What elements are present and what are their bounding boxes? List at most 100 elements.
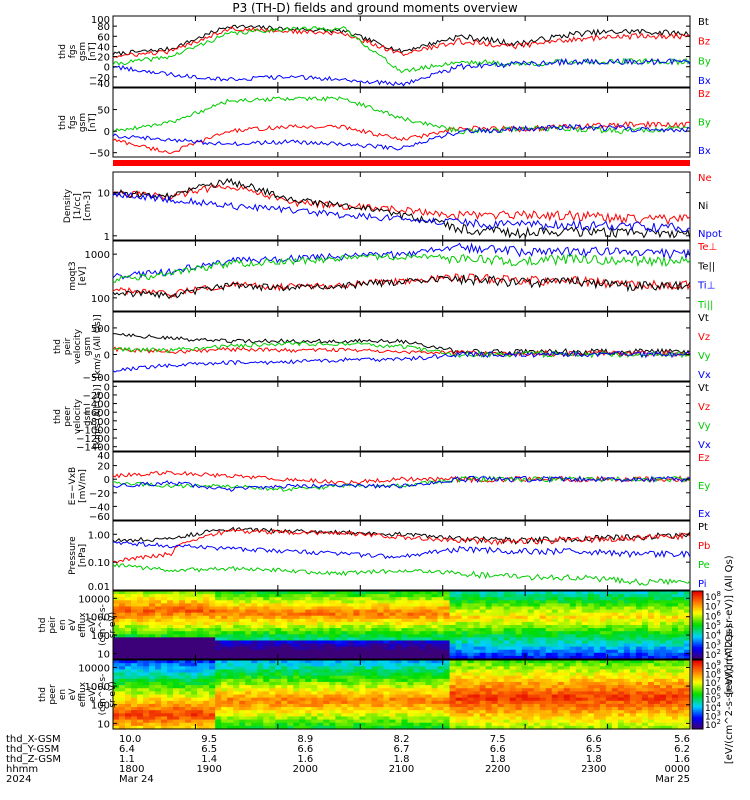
heatmap-cell <box>611 618 619 623</box>
heatmap-cell <box>365 612 373 617</box>
heatmap-cell <box>461 594 469 598</box>
heatmap-cell <box>461 631 469 635</box>
heatmap-cell <box>593 691 601 696</box>
heatmap-cell <box>311 722 318 727</box>
heatmap-cell <box>677 688 685 692</box>
heatmap-cell <box>629 707 637 711</box>
heatmap-cell <box>317 637 324 642</box>
heatmap-cell <box>455 697 463 702</box>
heatmap-cell <box>593 621 601 626</box>
heatmap-cell <box>461 675 469 680</box>
colorbar-step <box>692 609 703 612</box>
heatmap-cell <box>419 612 427 617</box>
heatmap-cell <box>245 612 252 617</box>
heatmap-cell <box>347 634 355 638</box>
heatmap-cell <box>401 634 409 638</box>
heatmap-cell <box>635 688 643 692</box>
heatmap-cell <box>431 666 439 671</box>
heatmap-cell <box>419 621 427 626</box>
heatmap-cell <box>533 621 541 626</box>
heatmap-cell <box>203 675 210 680</box>
heatmap-cell <box>659 643 667 648</box>
heatmap-cell <box>173 703 180 708</box>
heatmap-cell <box>131 591 138 595</box>
heatmap-cell <box>125 722 132 727</box>
heatmap-cell <box>131 707 138 711</box>
heatmap-cell <box>413 603 421 608</box>
heatmap-cell <box>551 681 559 686</box>
heatmap-cell <box>365 591 373 595</box>
heatmap-cell <box>641 640 649 645</box>
heatmap-cell <box>197 722 204 727</box>
heatmap-cell <box>305 631 312 635</box>
heatmap-cell <box>257 600 264 604</box>
colorbar-step <box>692 601 703 604</box>
heatmap-cell <box>617 669 625 674</box>
heatmap-cell <box>497 615 505 620</box>
heatmap-cell <box>563 703 571 708</box>
heatmap-cell <box>263 722 270 727</box>
heatmap-cell <box>509 713 517 718</box>
heatmap-cell <box>629 700 637 705</box>
heatmap-cell <box>167 672 174 677</box>
heatmap-cell <box>293 625 300 629</box>
heatmap-cell <box>335 631 342 635</box>
heatmap-cell <box>389 615 397 620</box>
x-row-value: 6.6 <box>297 744 313 755</box>
x-row-label: thd_Y-GSM <box>6 744 59 755</box>
heatmap-cell <box>455 703 463 708</box>
heatmap-cell <box>353 694 361 699</box>
heatmap-cell <box>269 612 276 617</box>
heatmap-cell <box>401 675 409 680</box>
heatmap-cell <box>419 603 427 608</box>
heatmap-cell <box>461 615 469 620</box>
heatmap-cell <box>515 725 523 730</box>
series-line-Ni <box>112 177 691 239</box>
heatmap-cell <box>359 594 367 598</box>
legend-entry: Pt <box>698 522 708 533</box>
heatmap-cell <box>341 713 349 718</box>
heatmap-cell <box>611 612 619 617</box>
heatmap-cell <box>131 672 138 677</box>
heatmap-cell <box>503 597 511 601</box>
heatmap-cell <box>185 609 192 614</box>
heatmap-cell <box>449 594 457 598</box>
heatmap-cell <box>659 631 667 635</box>
heatmap-cell <box>425 649 433 654</box>
heatmap-cell <box>161 663 168 667</box>
heatmap-cell <box>377 655 385 660</box>
heatmap-cell <box>209 591 216 595</box>
heatmap-cell <box>569 719 577 724</box>
heatmap-cell <box>269 713 276 718</box>
colorbar-tick-label: 103 <box>705 638 721 651</box>
heatmap-cell <box>617 597 625 601</box>
heatmap-cell <box>233 655 240 660</box>
legend-entry: Npot <box>698 229 722 240</box>
heatmap-cell <box>647 643 655 648</box>
heatmap-cell <box>605 615 613 620</box>
heatmap-cell <box>167 713 174 718</box>
heatmap-cell <box>551 600 559 604</box>
heatmap-cell <box>623 628 631 632</box>
heatmap-cell <box>263 675 270 680</box>
heatmap-cell <box>317 655 324 660</box>
heatmap-cell <box>647 649 655 654</box>
heatmap-cell <box>329 600 336 604</box>
heatmap-cell <box>521 672 529 677</box>
heatmap-cell <box>221 675 228 680</box>
heatmap-cell <box>125 603 132 608</box>
heatmap-cell <box>569 606 577 611</box>
heatmap-cell <box>167 640 174 645</box>
heatmap-cell <box>377 615 385 620</box>
legend-entry: Ne <box>698 173 712 184</box>
heatmap-cell <box>623 594 631 598</box>
heatmap-cell <box>341 621 349 626</box>
heatmap-cell <box>599 675 607 680</box>
heatmap-cell <box>635 713 643 718</box>
heatmap-cell <box>587 688 595 692</box>
heatmap-cell <box>263 603 270 608</box>
heatmap-cell <box>419 597 427 601</box>
heatmap-cell <box>335 621 342 626</box>
heatmap-cell <box>335 666 342 671</box>
heatmap-cell <box>479 694 487 699</box>
